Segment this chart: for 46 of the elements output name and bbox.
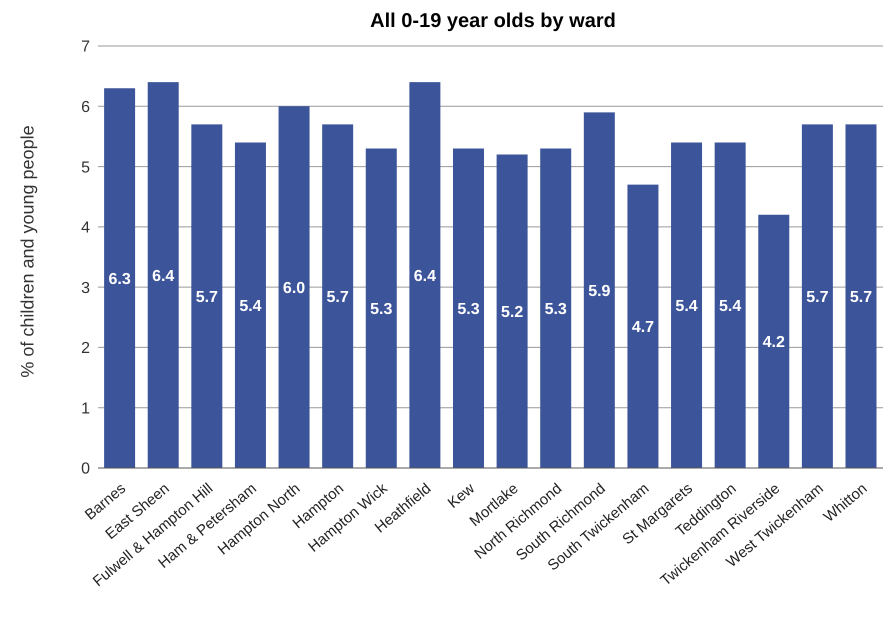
bar xyxy=(104,88,136,468)
data-label: 6.4 xyxy=(414,268,436,285)
data-label: 5.9 xyxy=(588,282,611,300)
bar xyxy=(191,124,222,468)
bar xyxy=(802,124,833,468)
y-tick-label: 1 xyxy=(81,400,90,418)
data-label: 5.4 xyxy=(719,298,742,315)
bar xyxy=(234,142,266,468)
y-tick-label: 5 xyxy=(81,159,90,176)
bar xyxy=(452,148,484,468)
data-label: 6.4 xyxy=(152,268,174,285)
y-tick-label: 4 xyxy=(81,220,90,237)
data-label: 5.2 xyxy=(500,304,524,321)
y-tick-label: 2 xyxy=(81,340,90,358)
data-label: 5.7 xyxy=(806,288,829,306)
bar xyxy=(496,154,528,468)
bar xyxy=(322,124,354,468)
data-label: 6.0 xyxy=(282,280,306,297)
bar xyxy=(540,148,572,468)
y-tick-label: 7 xyxy=(81,38,90,56)
data-label: 5.7 xyxy=(850,288,872,306)
data-label: 5.3 xyxy=(457,300,480,318)
y-tick-label: 3 xyxy=(81,280,90,297)
bar xyxy=(758,214,790,468)
data-label: 6.3 xyxy=(108,270,131,288)
data-label: 5.3 xyxy=(370,300,392,318)
bar xyxy=(627,184,658,468)
data-label: 4.7 xyxy=(632,319,654,336)
bar xyxy=(409,82,440,468)
bar xyxy=(584,112,615,468)
y-tick-label: 0 xyxy=(81,460,90,478)
bar xyxy=(671,142,702,468)
bar xyxy=(845,124,876,468)
data-label: 5.4 xyxy=(675,298,698,315)
y-tick-label: 6 xyxy=(81,98,90,116)
data-label: 4.2 xyxy=(762,334,785,352)
bar xyxy=(278,106,310,468)
chart-title: All 0-19 year olds by ward xyxy=(369,9,617,34)
data-label: 5.7 xyxy=(196,288,218,306)
bar xyxy=(366,148,397,468)
data-label: 5.3 xyxy=(544,300,567,318)
bar xyxy=(148,82,179,468)
data-label: 5.7 xyxy=(326,288,349,306)
bar xyxy=(714,142,746,468)
y-axis-title: % of children and young people xyxy=(18,124,38,378)
data-label: 5.4 xyxy=(239,298,262,315)
